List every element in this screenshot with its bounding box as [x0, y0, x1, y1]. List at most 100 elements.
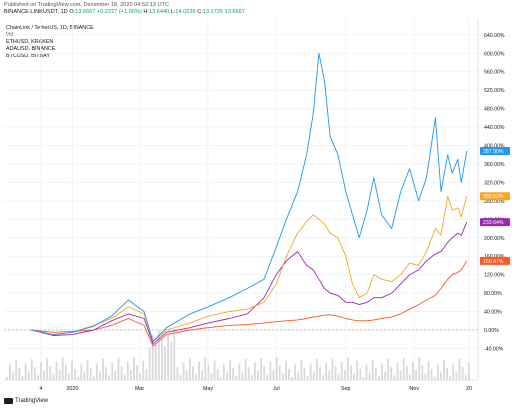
volume-bar: [409, 374, 411, 380]
volume-bar: [464, 375, 467, 380]
volume-bar: [117, 358, 120, 380]
series-line-btcusd: [30, 260, 468, 347]
volume-bar: [18, 368, 21, 380]
volume-bar: [157, 329, 160, 380]
volume-bar: [368, 372, 371, 380]
volume-bar: [331, 358, 334, 380]
last-value-tag-linkusdt: [480, 147, 510, 156]
volume-bar: [300, 359, 303, 380]
volume-bar: [436, 364, 439, 380]
volume-bar: [86, 359, 89, 380]
volume-bar: [402, 358, 405, 380]
y-tick-label: 480.00%: [484, 107, 505, 113]
volume-bar: [306, 376, 309, 380]
volume-bar: [443, 359, 445, 380]
y-tick-label: 600.00%: [484, 51, 505, 57]
volume-bar: [458, 359, 461, 380]
y-tick-label: 280.00%: [484, 199, 505, 205]
volume-bar: [452, 363, 455, 380]
volume-bar: [412, 361, 414, 380]
last-value-text-btcusd: 150.47%: [483, 259, 504, 265]
volume-bar: [269, 361, 272, 380]
legend-item-btc[interactable]: BTCUSD, BITBAY: [6, 52, 50, 59]
volume-bar: [210, 373, 213, 380]
volume-bar: [440, 372, 442, 380]
tradingview-logo[interactable]: TradingView: [4, 398, 48, 404]
volume-bar: [151, 334, 154, 380]
volume-bar: [179, 375, 182, 380]
volume-bar: [219, 377, 222, 380]
published-line: Published on TradingView.com, December 1…: [4, 2, 170, 8]
volume-bar: [387, 359, 390, 380]
volume-bar: [281, 373, 284, 380]
volume-bar: [43, 370, 45, 380]
y-tick-label: 320.00%: [484, 180, 505, 186]
series-line-adausd: [30, 221, 468, 345]
close-label: C:: [197, 9, 203, 15]
volume-bar: [64, 365, 67, 380]
volume-bar: [52, 374, 55, 380]
y-tick-label: 0.00%: [484, 328, 499, 334]
y-tick-label: 640.00%: [484, 33, 505, 39]
volume-bar: [136, 365, 138, 380]
volume-bar: [325, 362, 328, 380]
legend-item-eth[interactable]: ETHUSD, KRAKEN: [6, 38, 54, 45]
x-tick-label: 4: [39, 386, 42, 392]
last-value-text-ethusd: 289.52%: [483, 194, 504, 200]
legend-item-ada[interactable]: ADAUSD, BINANCE: [6, 45, 56, 52]
volume-bar: [275, 357, 278, 380]
volume-bar: [356, 360, 359, 380]
volume-bar: [232, 368, 235, 380]
open-value: 13.6667: [75, 9, 96, 15]
volume-bar: [449, 376, 452, 380]
volume-bar: [173, 329, 176, 380]
last-value-tag-ethusd: [480, 192, 510, 201]
volume-bar: [37, 375, 39, 380]
volume-bar: [33, 367, 36, 380]
volume-bar: [226, 372, 228, 380]
volume-bar: [229, 359, 231, 380]
volume-bar: [334, 366, 337, 380]
volume-bar: [418, 357, 421, 380]
volume-bar: [46, 358, 49, 380]
x-tick-label: Sep: [341, 386, 351, 392]
x-tick-label: May: [203, 386, 213, 392]
volume-bar: [130, 369, 132, 380]
x-tick-label: Nov: [409, 386, 419, 392]
volume-bar: [27, 371, 30, 380]
volume-bar: [99, 371, 101, 380]
volume-bar: [285, 360, 287, 380]
volume-bar: [30, 359, 33, 380]
series-line-ethusd: [30, 195, 468, 342]
volume-bar: [362, 377, 365, 380]
volume-bar: [148, 347, 151, 380]
volume-bar: [9, 364, 11, 380]
volume-bar: [350, 365, 352, 380]
volume-bar: [55, 361, 58, 380]
volume-bar: [216, 368, 219, 380]
volume-bar: [371, 359, 374, 380]
volume-bar: [272, 369, 275, 380]
volume-bar: [340, 361, 343, 380]
open-label: O:: [69, 9, 76, 15]
low-value: 14.0235: [175, 9, 196, 15]
volume-bar: [297, 372, 300, 380]
volume-bar: [374, 368, 377, 380]
high-label: H:: [143, 9, 149, 15]
volume-bar: [294, 364, 297, 380]
volume-bar: [393, 375, 396, 380]
volume-bar: [244, 359, 247, 380]
volume-bar: [213, 360, 216, 380]
volume-bar: [167, 333, 169, 380]
volume-bar: [188, 358, 191, 380]
volume-bar: [145, 368, 148, 380]
volume-bar: [102, 359, 104, 380]
volume-bar: [312, 371, 315, 380]
legend-main-title[interactable]: ChainLink / TetherUS, 1D, BINANCE: [6, 25, 94, 31]
close-value: 13.1725: [202, 9, 224, 15]
volume-bar: [424, 373, 427, 380]
tradingview-logo-text: TradingView: [15, 398, 49, 404]
volume-bar: [154, 342, 157, 380]
volume-bar: [322, 375, 324, 380]
